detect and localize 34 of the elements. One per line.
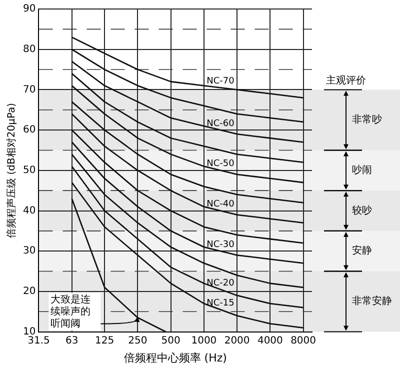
series-label: NC-15: [206, 298, 234, 308]
x-axis-title: 倍频程中心频率 (Hz): [124, 351, 227, 364]
y-tick-label: 30: [22, 246, 36, 257]
band-label: 非常吵: [352, 114, 382, 126]
band-label: 安静: [352, 244, 372, 257]
series-label: NC-50: [206, 159, 235, 170]
y-tick-label: 20: [22, 286, 36, 298]
band-label: 较吵: [352, 204, 372, 216]
y-tick-label: 80: [22, 44, 36, 55]
band-label: 非常安静: [352, 295, 392, 308]
series-label: NC-40: [206, 200, 235, 210]
series-label: NC-20: [206, 278, 235, 288]
series-label: NC-30: [206, 240, 235, 250]
x-tick-label: 63: [65, 335, 78, 346]
x-tick-label: 31.5: [28, 335, 50, 346]
series-label: NC-60: [206, 118, 235, 129]
y-tick-label: 40: [22, 205, 36, 216]
series-label: NC-70: [206, 76, 235, 87]
x-tick-label: 125: [95, 335, 114, 346]
x-tick-label: 4000: [257, 335, 283, 346]
x-tick-label: 250: [128, 335, 148, 346]
y-tick-label: 60: [22, 124, 36, 136]
text: 主观评价: [326, 74, 366, 86]
x-tick-label: 8000: [290, 335, 316, 346]
y-tick-label: 10: [22, 326, 36, 338]
x-tick-label: 500: [161, 335, 180, 346]
y-axis-title: 倍频程声压级 (dB相对20μPa): [6, 102, 18, 238]
x-tick-label: 2000: [224, 335, 250, 346]
y-tick-label: 90: [22, 4, 36, 15]
annotation: 大致是连续噪声的听闻阈: [50, 293, 91, 330]
band-label: 吵闹: [352, 164, 372, 176]
y-tick-label: 70: [22, 84, 36, 96]
y-tick-label: 50: [22, 164, 36, 176]
x-tick-label: 1000: [191, 335, 217, 346]
